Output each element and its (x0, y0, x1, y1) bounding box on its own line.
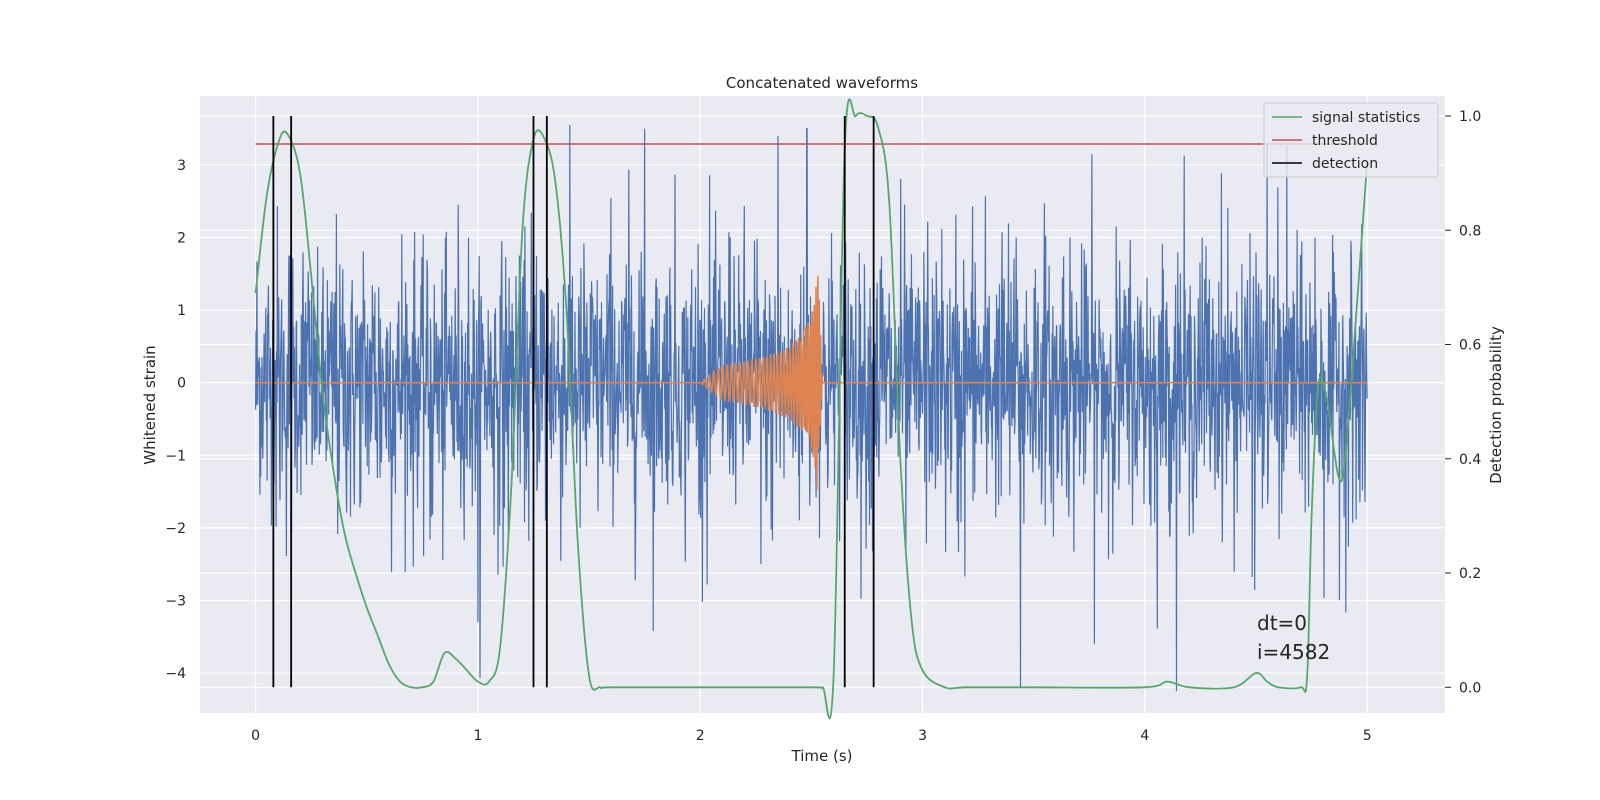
x-tick-label: 3 (918, 728, 927, 744)
y2-axis-label: Detection probability (1487, 326, 1505, 484)
y2-tick-label: 0.2 (1459, 566, 1481, 582)
y-tick-label: −4 (165, 666, 186, 682)
overlay-series (254, 98, 1369, 720)
injection-series (255, 276, 1368, 491)
y-tick-label: 3 (177, 158, 186, 174)
axis-ticks: 0 1 2 3 4 5 −4 −3 −2 −1 0 1 2 3 0.0 0.2 0.4 0.6 0.8 1.0 (165, 109, 1481, 744)
x-tick-label: 2 (696, 728, 705, 744)
y2-tick-label: 0.0 (1459, 680, 1481, 696)
y-tick-label: 0 (177, 376, 186, 392)
y-tick-label: −3 (165, 593, 186, 609)
legend-box (1263, 102, 1439, 178)
y-axis-label: Whitened strain (141, 345, 159, 464)
y2-tick-label: 0.4 (1459, 452, 1481, 468)
y-tick-label: 2 (177, 231, 186, 247)
x-tick-label: 1 (473, 728, 482, 744)
y-tick-label: 1 (177, 303, 186, 319)
legend-label-threshold: threshold (1312, 133, 1378, 149)
x-tick-label: 5 (1363, 728, 1372, 744)
legend: signal statistics threshold detection (1263, 102, 1439, 178)
y-tick-label: −2 (165, 521, 186, 537)
y2-tick-label: 1.0 (1459, 109, 1481, 125)
signal-statistics-line (254, 98, 1369, 720)
y-tick-label: −1 (165, 448, 186, 464)
injection-trace (255, 276, 1368, 491)
chart-title: Concatenated waveforms (726, 74, 918, 92)
y2-tick-label: 0.8 (1459, 223, 1481, 239)
legend-label-signal-statistics: signal statistics (1312, 110, 1420, 126)
annotation-i: i=4582 (1257, 640, 1330, 664)
annotation-dt: dt=0 (1257, 611, 1307, 635)
x-tick-label: 0 (251, 728, 260, 744)
x-axis-label: Time (s) (791, 747, 853, 765)
legend-label-detection: detection (1312, 156, 1378, 172)
x-tick-label: 4 (1140, 728, 1149, 744)
y2-tick-label: 0.6 (1459, 338, 1481, 354)
